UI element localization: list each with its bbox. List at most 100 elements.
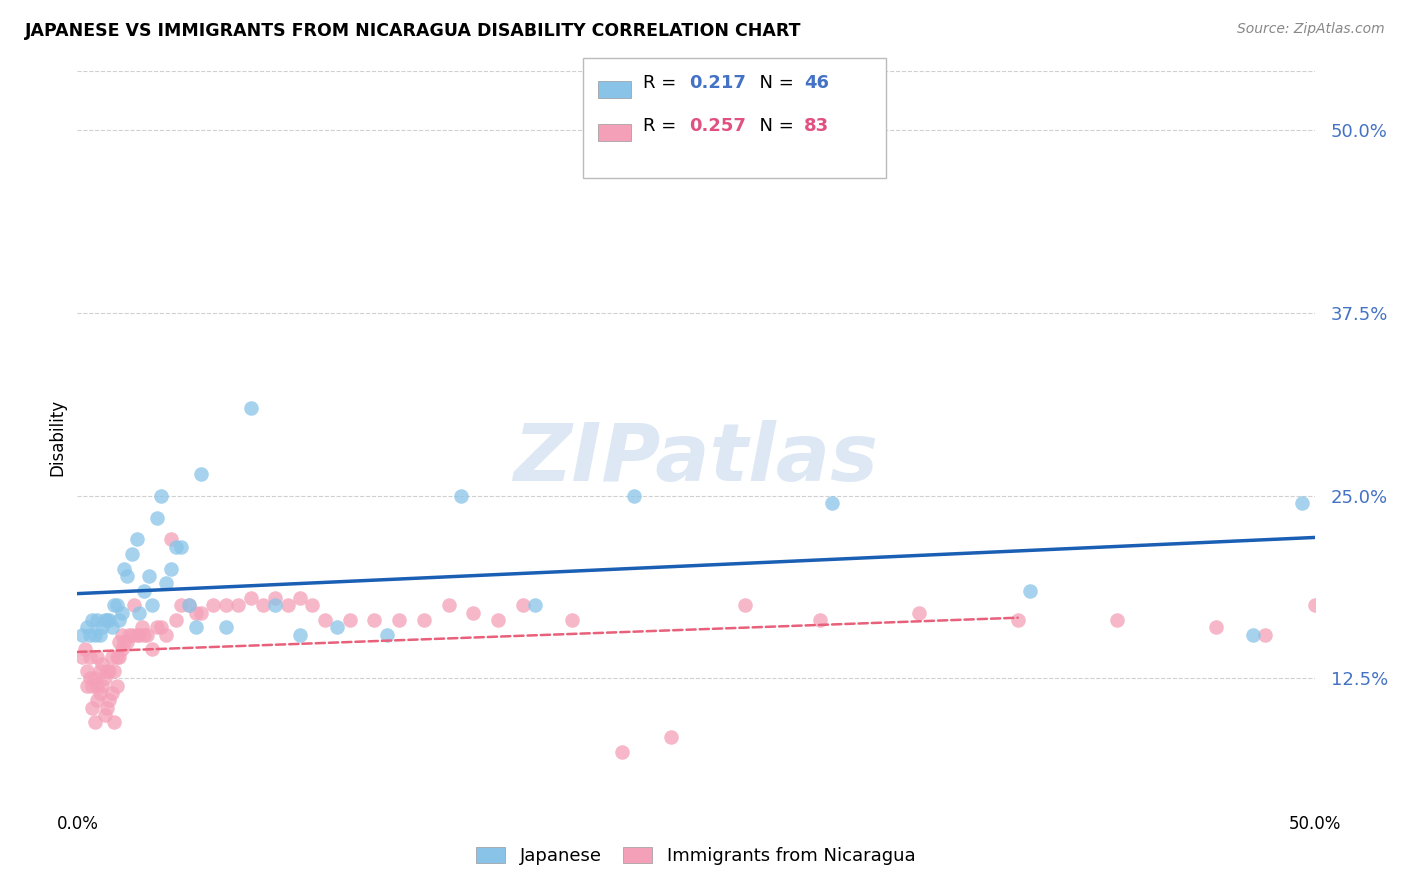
Point [91,679,114,693]
Point [125,533,148,547]
Point [170,540,193,554]
Point [79,672,101,686]
Point [226,599,249,613]
Point [141,642,163,657]
Point [89,686,111,700]
Point [98,693,121,707]
Point [1254,627,1277,641]
Text: N =: N = [748,117,800,135]
Point [1241,627,1264,641]
Point [83,627,105,641]
Point [108,635,131,649]
Point [150,489,173,503]
Point [128,606,150,620]
Point [160,533,183,547]
Point [150,620,173,634]
Point [101,686,124,700]
Point [76,620,98,634]
Point [215,599,238,613]
Point [202,599,225,613]
Point [170,599,193,613]
Point [363,613,385,627]
Point [623,489,645,503]
Text: JAPANESE VS IMMIGRANTS FROM NICARAGUA DISABILITY CORRELATION CHART: JAPANESE VS IMMIGRANTS FROM NICARAGUA DI… [25,22,801,40]
Point [83,715,105,730]
Point [288,627,311,641]
Point [122,599,145,613]
Point [561,613,583,627]
Point [103,664,125,678]
Point [101,649,124,664]
Point [808,613,831,627]
Point [412,613,434,627]
Point [160,562,183,576]
Point [138,569,160,583]
Point [375,627,398,641]
Point [1105,613,1128,627]
Point [96,700,118,714]
Text: ZIPatlas: ZIPatlas [513,420,879,498]
Point [72,649,94,664]
Point [98,613,121,627]
Point [93,708,115,723]
Point [89,627,111,641]
Point [111,606,134,620]
Point [98,664,121,678]
Point [388,613,411,627]
Point [165,540,187,554]
Point [1329,613,1351,627]
Point [86,679,108,693]
Point [125,627,148,641]
Point [82,679,104,693]
Point [96,613,118,627]
Point [486,613,509,627]
Point [82,613,104,627]
Point [115,635,138,649]
Point [121,627,143,641]
Point [277,599,299,613]
Point [103,599,125,613]
Text: Source: ZipAtlas.com: Source: ZipAtlas.com [1237,22,1385,37]
Point [463,606,485,620]
Point [91,657,114,671]
Point [82,700,104,714]
Point [326,620,349,634]
Point [1205,620,1227,634]
Point [239,591,262,605]
Point [659,730,682,744]
Point [1007,613,1029,627]
Point [288,591,311,605]
Point [96,664,118,678]
Point [1303,599,1326,613]
Text: 83: 83 [804,117,830,135]
Point [108,613,131,627]
Point [1291,496,1313,510]
Point [135,627,157,641]
Text: 0.257: 0.257 [689,117,745,135]
Point [145,620,167,634]
Point [339,613,361,627]
Point [1019,583,1042,598]
Point [108,649,131,664]
Point [128,627,150,641]
Point [155,576,177,591]
Point [821,496,844,510]
Point [79,649,101,664]
Point [89,664,111,678]
Point [215,620,238,634]
Point [184,606,207,620]
Text: 46: 46 [804,74,830,92]
Point [165,613,187,627]
Point [734,599,756,613]
Point [512,599,534,613]
Point [111,627,134,641]
Text: R =: R = [643,74,682,92]
Point [86,613,108,627]
Point [131,620,153,634]
Point [121,547,143,561]
Y-axis label: Disability: Disability [48,399,66,475]
Point [145,510,167,524]
Point [450,489,472,503]
Point [112,562,135,576]
Point [105,679,128,693]
